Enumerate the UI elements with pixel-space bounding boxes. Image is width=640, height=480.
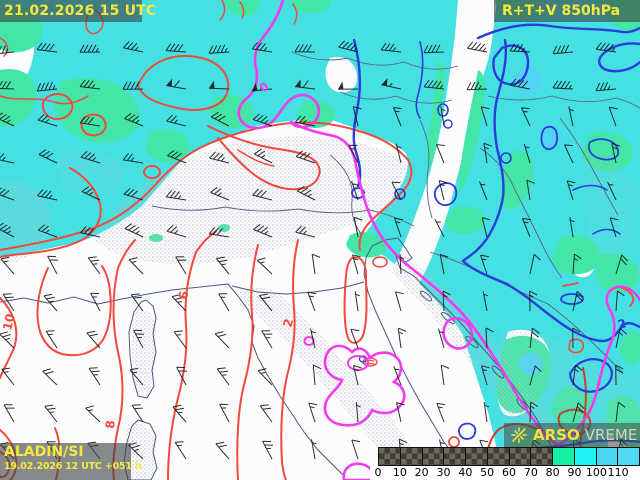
legend-cell: [552, 448, 574, 465]
legend-cell: [595, 448, 618, 465]
legend-tick-labels: 0 10 20 30 40 50 60 70 80 90 100 110: [370, 466, 640, 480]
legend-tick: 0: [374, 466, 382, 479]
legend-tick: 80: [545, 466, 560, 479]
legend-tick: 60: [502, 466, 516, 479]
legend-cell: [399, 448, 422, 465]
humidity-legend: 0 10 20 30 40 50 60 70 80 90 100 110: [370, 447, 640, 480]
contour-label: 2: [280, 317, 296, 329]
legend-cell: [486, 448, 509, 465]
legend-tick: 70: [523, 466, 538, 479]
contours-zero-isotherm: [237, 0, 640, 480]
arso-vreme-logo: ARSO VREME: [504, 423, 640, 447]
legend-color-cells: [378, 447, 640, 466]
model-name: ALADIN/SI: [4, 444, 84, 460]
legend-tick: 30: [436, 466, 451, 479]
legend-cell: [617, 448, 639, 465]
wind-barb-layer: [0, 40, 628, 460]
vreme-label: VREME: [584, 426, 638, 444]
legend-cell: [379, 448, 400, 465]
model-run-info: 19.02.2026 12 UTC +051 h: [4, 461, 142, 472]
legend-tick: 10: [392, 466, 407, 479]
legend-tick: 20: [414, 466, 429, 479]
arso-label: ARSO: [533, 426, 580, 444]
product-name-stamp: R+T+V 850hPa: [494, 0, 640, 22]
valid-time-stamp: 21.02.2026 15 UTC: [0, 0, 156, 22]
legend-tick: 50: [480, 466, 495, 479]
sun-logo-icon: [510, 426, 528, 444]
legend-cell: [508, 448, 531, 465]
legend-cell: [573, 448, 596, 465]
legend-cell: [443, 448, 465, 465]
model-stamp: ALADIN/SI 19.02.2026 12 UTC +051 h: [0, 443, 142, 480]
legend-tick: 110: [607, 466, 629, 479]
legend-tick: 90: [567, 466, 582, 479]
legend-cell: [465, 448, 487, 465]
contour-label: 2: [616, 316, 628, 332]
contours-blue: [351, 23, 640, 468]
legend-cell: [530, 448, 552, 465]
legend-tick: 100: [585, 466, 607, 479]
contour-label: 6: [176, 290, 191, 301]
contour-label: 10: [0, 312, 17, 331]
legend-tick: 40: [458, 466, 473, 479]
contour-label: 8: [103, 420, 118, 430]
legend-cell: [421, 448, 444, 465]
